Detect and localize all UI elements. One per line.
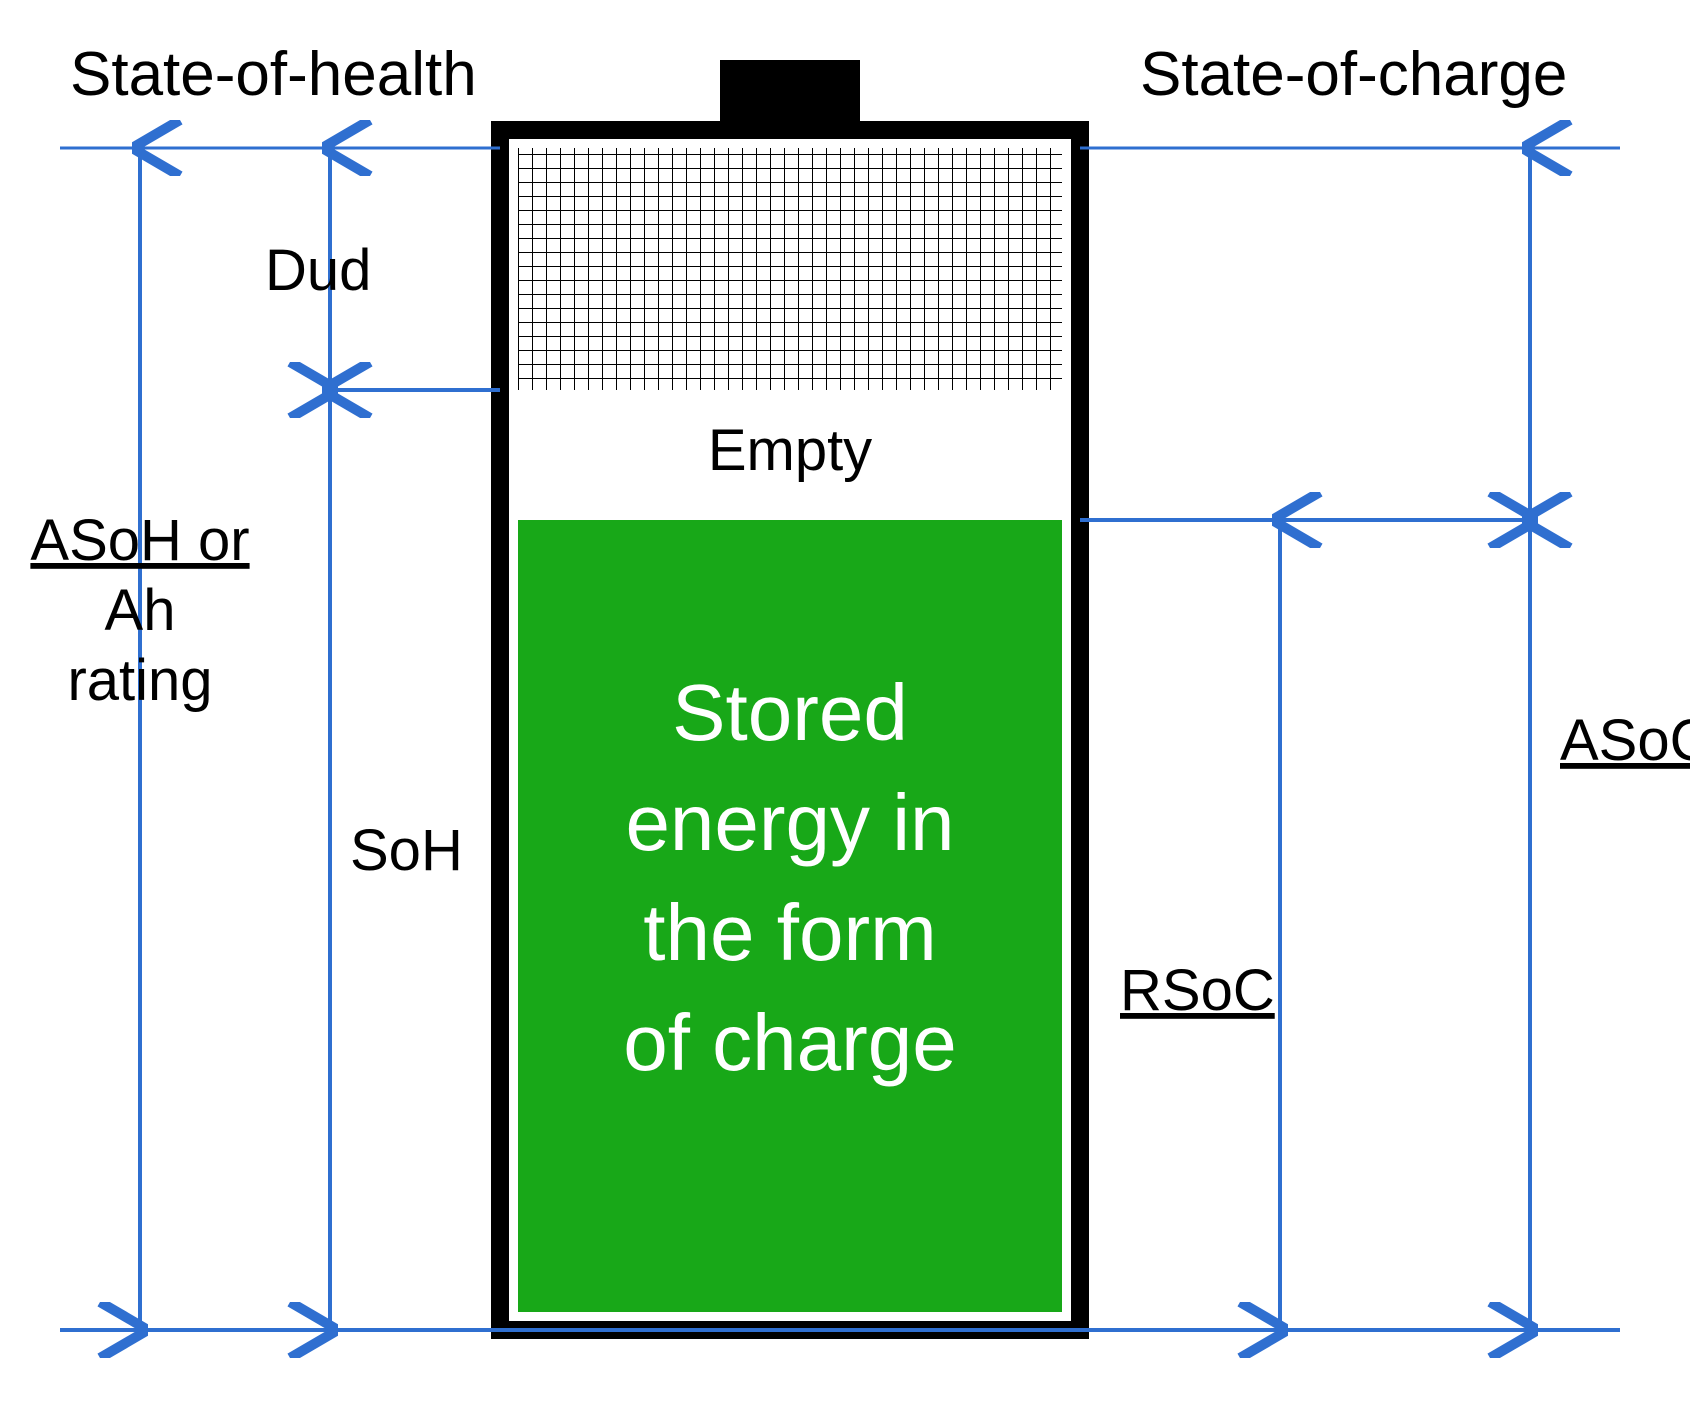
stored-line-4: of charge [623,998,957,1087]
battery-diagram: State-of-health State-of-charge Empty St… [0,0,1690,1415]
title-soh: State-of-health [70,40,477,109]
battery-terminal [720,60,860,130]
label-rsoc: RSoC [1120,958,1275,1023]
stored-line-3: the form [643,888,936,977]
stored-line-1: Stored [672,668,908,757]
label-asoh-2: Ah [105,578,176,643]
label-asoh-3: rating [67,648,212,713]
label-dud: Dud [265,238,371,303]
stored-line-2: energy in [625,778,954,867]
label-empty: Empty [708,418,872,483]
label-asoh-1: ASoH or [30,508,249,573]
region-dud [518,148,1062,390]
label-soh: SoH [350,818,463,883]
title-soc: State-of-charge [1140,40,1567,109]
label-asoc: ASoC [1560,708,1690,773]
